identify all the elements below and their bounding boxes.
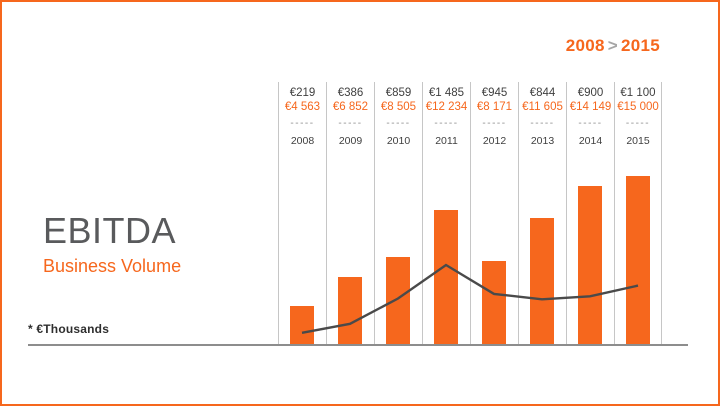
title-block: EBITDA Business Volume (43, 210, 182, 277)
ebitda-value-label: €900 (577, 87, 604, 99)
year-label: 2010 (386, 135, 411, 147)
volume-value-label: €8 505 (380, 101, 417, 113)
volume-bar (338, 277, 362, 344)
volume-value-label: €14 149 (569, 101, 612, 113)
chart-column: €945 €8 171 ----- 2012 (470, 82, 518, 344)
year-label: 2013 (530, 135, 555, 147)
chart-column: €1 485 €12 234 ----- 2011 (422, 82, 470, 344)
volume-bar (578, 186, 602, 344)
volume-value-label: €8 171 (476, 101, 513, 113)
chart-column: €844 €11 605 ----- 2013 (518, 82, 566, 344)
ebitda-value-label: €844 (529, 87, 556, 99)
dash-separator: ----- (530, 118, 555, 129)
range-end-year: 2015 (620, 36, 660, 55)
dash-separator: ----- (578, 118, 603, 129)
volume-bar (530, 217, 554, 344)
volume-value-label: €4 563 (284, 101, 321, 113)
chart-column: €859 €8 505 ----- 2010 (374, 82, 422, 344)
ebitda-value-label: €1 485 (428, 87, 465, 99)
footnote: * €Thousands (28, 322, 110, 336)
chart-bars (278, 82, 662, 344)
volume-value-label: €15 000 (617, 101, 659, 113)
volume-value-label: €6 852 (332, 101, 369, 113)
date-range: 2008 >2015 (566, 36, 660, 56)
volume-bar (290, 305, 314, 344)
volume-bar (626, 175, 650, 344)
dash-separator: ----- (434, 118, 459, 129)
dash-separator: ----- (386, 118, 411, 129)
year-label: 2009 (338, 135, 363, 147)
ebitda-value-label: €859 (385, 87, 412, 99)
year-label: 2014 (578, 135, 603, 147)
chart-column: €219 €4 563 ----- 2008 (278, 82, 326, 344)
ebitda-value-label: €219 (289, 87, 316, 99)
volume-value-label: €12 234 (425, 101, 468, 113)
range-start-year: 2008 (565, 36, 605, 55)
dash-separator: ----- (338, 118, 363, 129)
volume-bar (386, 256, 410, 344)
range-arrow: > (607, 36, 618, 55)
volume-value-label: €11 605 (522, 101, 563, 113)
ebitda-chart: €219 €4 563 ----- 2008 €386 €6 852 -----… (278, 82, 662, 344)
page-title: EBITDA (43, 210, 177, 251)
chart-column: €900 €14 149 ----- 2014 (566, 82, 614, 344)
chart-column: €1 100 €15 000 ----- 2015 (614, 82, 662, 344)
chart-columns: €219 €4 563 ----- 2008 €386 €6 852 -----… (278, 82, 662, 344)
dash-separator: ----- (482, 118, 507, 129)
volume-bar (434, 210, 458, 344)
dash-separator: ----- (625, 118, 651, 129)
year-label: 2008 (290, 135, 315, 147)
chart-column: €386 €6 852 ----- 2009 (326, 82, 374, 344)
ebitda-value-label: €945 (481, 87, 508, 99)
year-label: 2011 (435, 135, 458, 147)
axis-baseline (28, 344, 688, 346)
year-label: 2012 (482, 135, 507, 147)
volume-bar (482, 260, 506, 344)
ebitda-value-label: €1 100 (620, 87, 656, 99)
year-label: 2015 (626, 135, 650, 147)
ebitda-value-label: €386 (337, 87, 364, 99)
dash-separator: ----- (290, 118, 315, 129)
subtitle: Business Volume (43, 256, 182, 276)
